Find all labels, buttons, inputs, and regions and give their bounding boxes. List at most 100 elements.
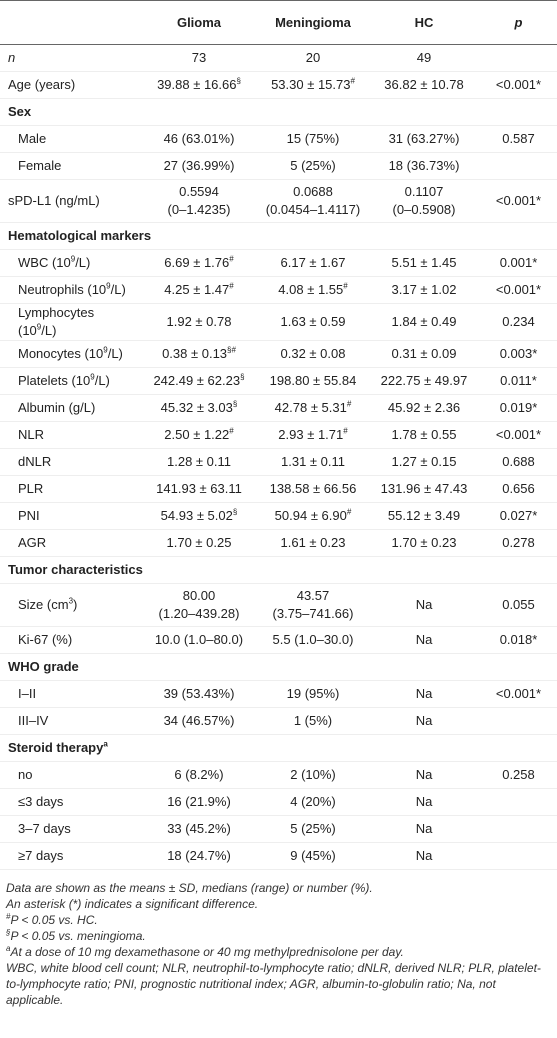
header-cell: p <box>480 0 557 45</box>
data-row: AGR 1.70 ± 0.25 1.61 ± 0.23 1.70 ± 0.23 0.27… <box>0 529 557 557</box>
superscript: 3 <box>68 596 74 606</box>
row-label: PLR <box>0 475 140 503</box>
data-table: Glioma Meningioma HC p n 73 20 49 Age (years… <box>0 0 557 870</box>
text: 242.49 ± 62.23 <box>153 373 241 388</box>
cell: 39.88 ± 16.66§ <box>140 71 258 99</box>
cell: Na <box>368 707 480 735</box>
row-label: Ki-67 (%) <box>0 626 140 654</box>
footnotes: Data are shown as the means ± SD, median… <box>0 870 557 1008</box>
header-cell <box>0 0 140 45</box>
superscript: §# <box>227 345 236 355</box>
row-label: Albumin (g/L) <box>0 394 140 422</box>
text: Platelets (10 <box>18 373 91 388</box>
cell: 0.587 <box>480 125 557 153</box>
superscript: 9 <box>106 281 111 291</box>
cell: 198.80 ± 55.84 <box>258 367 368 395</box>
superscript: 9 <box>70 254 76 264</box>
footnote: An asterisk (*) indicates a significant … <box>6 897 259 911</box>
row-label: Lymphocytes (109/L) <box>0 303 140 341</box>
row-label: n <box>0 44 140 72</box>
data-row: Size (cm3) 80.00 (1.20–439.28) 43.57 (3.75… <box>0 583 557 627</box>
text: Monocytes (10 <box>18 346 104 361</box>
text: 4.08 ± 1.55 <box>278 282 344 297</box>
text: ) <box>73 597 78 612</box>
cell: 45.92 ± 2.36 <box>368 394 480 422</box>
row-label: Age (years) <box>0 71 140 99</box>
cell: 0.688 <box>480 448 557 476</box>
superscript: 9 <box>90 372 95 382</box>
cell: 1.31 ± 0.11 <box>258 448 368 476</box>
cell: 42.78 ± 5.31# <box>258 394 368 422</box>
cell: 33 (45.2%) <box>140 815 258 843</box>
data-row: Male 46 (63.01%) 15 (75%) 31 (63.27%) 0.587 <box>0 125 557 153</box>
text: 50.94 ± 6.90 <box>274 508 347 523</box>
cell: 0.32 ± 0.08 <box>258 340 368 368</box>
text: /L) <box>41 323 57 338</box>
superscript: a <box>6 944 11 953</box>
cell: Na <box>368 761 480 789</box>
data-row: PLR 141.93 ± 63.11 138.58 ± 66.56 131.96 ± … <box>0 475 557 503</box>
cell: 55.12 ± 3.49 <box>368 502 480 530</box>
cell: 6 (8.2%) <box>140 761 258 789</box>
cell: 5 (25%) <box>258 815 368 843</box>
cell: Na <box>368 788 480 816</box>
row-label: Neutrophils (109/L) <box>0 276 140 304</box>
cell: 45.32 ± 3.03§ <box>140 394 258 422</box>
cell: 242.49 ± 62.23§ <box>140 367 258 395</box>
text: 54.93 ± 5.02 <box>160 508 233 523</box>
header-cell: HC <box>368 0 480 45</box>
superscript: # <box>229 254 234 264</box>
cell: <0.001* <box>480 276 557 304</box>
superscript: § <box>240 372 245 382</box>
data-row: dNLR 1.28 ± 0.11 1.31 ± 0.11 1.27 ± 0.15 0.6… <box>0 448 557 476</box>
section-title: Tumor characteristics <box>0 556 557 584</box>
cell: 1.28 ± 0.11 <box>140 448 258 476</box>
data-row: ≥7 days 18 (24.7%) 9 (45%) Na <box>0 842 557 870</box>
cell: <0.001* <box>480 179 557 223</box>
cell: 0.001* <box>480 249 557 277</box>
data-row: n 73 20 49 <box>0 44 557 72</box>
cell <box>480 788 557 816</box>
superscript: # <box>350 76 355 86</box>
cell: 1.63 ± 0.59 <box>258 303 368 341</box>
cell: 1.92 ± 0.78 <box>140 303 258 341</box>
cell: 36.82 ± 10.78 <box>368 71 480 99</box>
cell: 1.27 ± 0.15 <box>368 448 480 476</box>
cell: 50.94 ± 6.90# <box>258 502 368 530</box>
text: /L) <box>110 282 126 297</box>
row-label: I–II <box>0 680 140 708</box>
row-label: 3–7 days <box>0 815 140 843</box>
cell: 138.58 ± 66.56 <box>258 475 368 503</box>
row-label: sPD-L1 (ng/mL) <box>0 179 140 223</box>
text: 2.93 ± 1.71 <box>278 427 344 442</box>
section-row: WHO grade <box>0 653 557 681</box>
text: Steroid therapy <box>8 740 104 755</box>
row-label: dNLR <box>0 448 140 476</box>
text: Size (cm <box>18 597 69 612</box>
data-row: Lymphocytes (109/L) 1.92 ± 0.78 1.63 ± 0.5… <box>0 303 557 341</box>
footnote: WBC, white blood cell count; NLR, neutro… <box>6 961 541 1007</box>
cell: 3.17 ± 1.02 <box>368 276 480 304</box>
table-body: n 73 20 49 Age (years) 39.88 ± 16.66§ 53.30 ± … <box>0 44 557 870</box>
cell: 5 (25%) <box>258 152 368 180</box>
superscript: 9 <box>36 322 42 332</box>
section-title: Steroid therapya <box>0 734 557 762</box>
cell: 9 (45%) <box>258 842 368 870</box>
cell: 5.5 (1.0–30.0) <box>258 626 368 654</box>
text: 2.50 ± 1.22 <box>164 427 230 442</box>
cell: 1.61 ± 0.23 <box>258 529 368 557</box>
cell: 43.57 (3.75–741.66) <box>258 583 368 627</box>
row-label: Platelets (109/L) <box>0 367 140 395</box>
text: Lymphocytes (10 <box>18 305 95 338</box>
data-row: Female 27 (36.99%) 5 (25%) 18 (36.73%) <box>0 152 557 180</box>
row-label: WBC (109/L) <box>0 249 140 277</box>
superscript: # <box>229 281 234 291</box>
cell: <0.001* <box>480 421 557 449</box>
row-label: PNI <box>0 502 140 530</box>
text: At a dose of 10 mg dexamethasone or 40 m… <box>10 945 404 959</box>
text: /L) <box>107 346 123 361</box>
data-row: sPD-L1 (ng/mL) 0.5594 (0–1.4235) 0.0688 (0… <box>0 179 557 223</box>
cell: 6.69 ± 1.76# <box>140 249 258 277</box>
cell: 49 <box>368 44 480 72</box>
cell <box>480 44 557 72</box>
